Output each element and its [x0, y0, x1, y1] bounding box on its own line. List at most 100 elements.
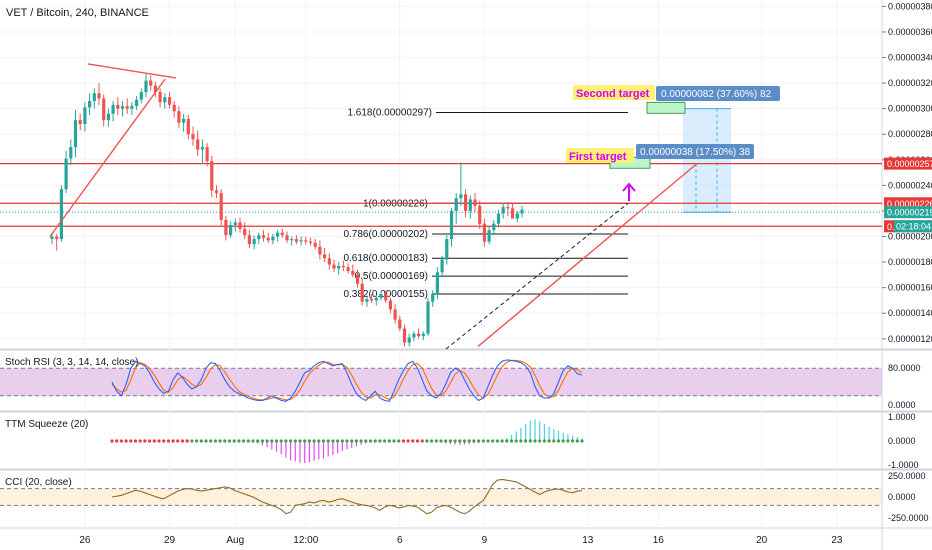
ttm-squeeze-dot — [392, 439, 396, 443]
ttm-squeeze-dot — [580, 439, 584, 443]
ttm-squeeze-dot — [274, 439, 279, 443]
cci-title: CCI (20, close) — [5, 477, 72, 488]
ttm-squeeze-dot — [303, 439, 307, 443]
candle-body — [473, 199, 477, 206]
first-target-label: First target — [569, 151, 627, 163]
price-tick-label: 0.00000300 — [888, 104, 932, 114]
price-axis[interactable]: 0.00000380 0.00000360 0.00000340 0.00000320… — [882, 1, 932, 344]
candle-body — [478, 205, 482, 224]
time-tick-label: 16 — [653, 535, 665, 546]
price-tick-label: 0.00000280 — [888, 129, 932, 139]
candle-body — [78, 120, 82, 125]
price-badge-label: 0.00000226 — [887, 199, 932, 209]
ttm-squeeze-dot — [326, 439, 330, 443]
price-tick-label: 0.00000160 — [888, 283, 932, 293]
trendline-support-main — [477, 163, 698, 347]
ttm-tick-label: 0.0000 — [888, 436, 916, 446]
price-badge-label: 0.00000257 — [887, 159, 932, 169]
candle-body — [304, 240, 308, 242]
ttm-squeeze-dot — [185, 439, 189, 443]
ttm-squeeze-dot — [552, 439, 556, 443]
candle-body — [341, 265, 345, 268]
ttm-squeeze-dot — [415, 439, 420, 443]
candle-body — [323, 254, 327, 259]
ttm-squeeze-dot — [448, 439, 452, 443]
candle-body — [384, 294, 388, 301]
first-target-tag — [566, 148, 634, 163]
cci-line — [111, 478, 583, 515]
ttm-squeeze-dot — [556, 439, 561, 443]
ttm-squeeze-dot — [270, 439, 274, 443]
ttm-squeeze-dot — [190, 439, 194, 443]
ttm-squeeze-dot — [180, 439, 185, 443]
candle-body — [426, 301, 430, 334]
candle-body — [205, 147, 209, 162]
ttm-squeeze-dot — [387, 439, 391, 443]
candle-body — [496, 213, 501, 224]
ttm-squeeze-dot — [481, 439, 485, 443]
ttm-squeeze-dot — [486, 439, 490, 443]
ttm-squeeze-pane[interactable]: TTM Squeeze (20) 1.0000 0.0000 -1.0000 — [5, 412, 919, 470]
candle-body — [515, 213, 519, 219]
candle-body — [294, 239, 298, 242]
price-tick-label: 0.00000320 — [888, 78, 932, 88]
ttm-squeeze-dot — [524, 439, 528, 443]
ttm-squeeze-dot — [467, 439, 471, 443]
candle-body — [97, 93, 101, 99]
ttm-squeeze-dot — [547, 439, 551, 443]
second-measure-badge — [656, 86, 780, 101]
ttm-squeeze-dot — [401, 439, 405, 443]
second-target-label: Second target — [576, 88, 650, 100]
ttm-squeeze-dot — [364, 439, 368, 443]
candle-body — [332, 264, 336, 269]
candle-body — [402, 328, 407, 343]
candle-body — [50, 236, 54, 240]
cci-pane[interactable]: CCI (20, close) 250.0000 0.0000 -250.0000 — [0, 471, 929, 523]
candle-body — [285, 235, 289, 241]
price-badge — [884, 157, 932, 170]
candle-body — [167, 97, 172, 105]
ttm-squeeze-dot — [331, 439, 335, 443]
ttm-squeeze-dot — [218, 439, 222, 443]
candle-body — [355, 274, 360, 284]
ttm-squeeze-dot — [242, 439, 246, 443]
ttm-squeeze-dot — [505, 439, 509, 443]
candle-body — [365, 299, 369, 302]
candle-body — [417, 333, 421, 337]
candle-body — [116, 104, 120, 109]
ttm-squeeze-dot — [227, 439, 232, 443]
ttm-squeeze-dot — [336, 439, 340, 443]
candle-body — [135, 99, 139, 107]
ttm-squeeze-dot — [157, 439, 161, 443]
stoch-rsi-pane[interactable]: Stoch RSI (3, 3, 14, 14, close) 80.0000 0.… — [0, 357, 921, 410]
candle-body — [125, 106, 129, 109]
price-pane[interactable]: 1.618(0.00000297)1(0.00000226)0.786(0.00… — [0, 63, 882, 350]
time-tick-label: 12:00 — [293, 535, 318, 546]
ttm-squeeze-dot — [312, 439, 316, 443]
ttm-squeeze-dot — [472, 439, 476, 443]
candle-body — [379, 294, 383, 298]
candle-body — [313, 242, 317, 247]
candle-body — [252, 239, 256, 245]
time-tick-label: 23 — [831, 535, 843, 546]
ttm-squeeze-dot — [195, 439, 199, 443]
ttm-squeeze-dot — [566, 439, 570, 443]
stoch-k-line — [111, 359, 583, 402]
time-axis[interactable]: 26 29 Aug 12:00 6 9 13 16 20 23 — [79, 535, 843, 546]
ttm-squeeze-dot — [368, 439, 373, 443]
ttm-squeeze-dot — [176, 439, 180, 443]
ttm-squeeze-dot — [519, 439, 523, 443]
candle-body — [172, 104, 176, 112]
candle-body — [449, 210, 454, 240]
time-tick-label: Aug — [226, 535, 244, 546]
candle-body — [346, 267, 350, 272]
candle-body — [388, 300, 392, 310]
candle-body — [280, 232, 284, 236]
ttm-squeeze-dot — [119, 439, 123, 443]
ttm-tick-label: 1.0000 — [888, 412, 916, 422]
ttm-squeeze-dot — [397, 439, 401, 443]
ttm-squeeze-dot — [359, 439, 363, 443]
price-tick-label: 0.00000240 — [888, 180, 932, 190]
candle-body — [88, 100, 92, 108]
